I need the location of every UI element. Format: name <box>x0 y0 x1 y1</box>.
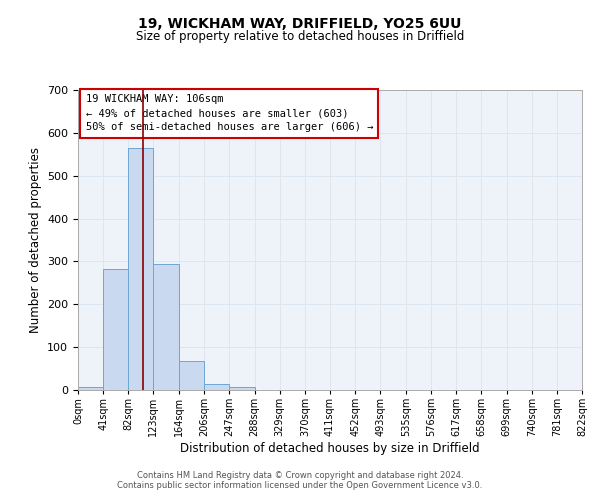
Bar <box>229 386 254 390</box>
Text: Size of property relative to detached houses in Driffield: Size of property relative to detached ho… <box>136 30 464 43</box>
Bar <box>78 387 103 390</box>
Text: Contains public sector information licensed under the Open Government Licence v3: Contains public sector information licen… <box>118 481 482 490</box>
Text: 19 WICKHAM WAY: 106sqm
← 49% of detached houses are smaller (603)
50% of semi-de: 19 WICKHAM WAY: 106sqm ← 49% of detached… <box>86 94 373 132</box>
Text: Contains HM Land Registry data © Crown copyright and database right 2024.: Contains HM Land Registry data © Crown c… <box>137 471 463 480</box>
Bar <box>103 268 128 390</box>
Text: 19, WICKHAM WAY, DRIFFIELD, YO25 6UU: 19, WICKHAM WAY, DRIFFIELD, YO25 6UU <box>139 18 461 32</box>
Bar <box>154 264 179 390</box>
Y-axis label: Number of detached properties: Number of detached properties <box>29 147 41 333</box>
Bar <box>179 361 205 390</box>
X-axis label: Distribution of detached houses by size in Driffield: Distribution of detached houses by size … <box>180 442 480 455</box>
Bar <box>205 384 229 390</box>
Bar <box>128 148 154 390</box>
